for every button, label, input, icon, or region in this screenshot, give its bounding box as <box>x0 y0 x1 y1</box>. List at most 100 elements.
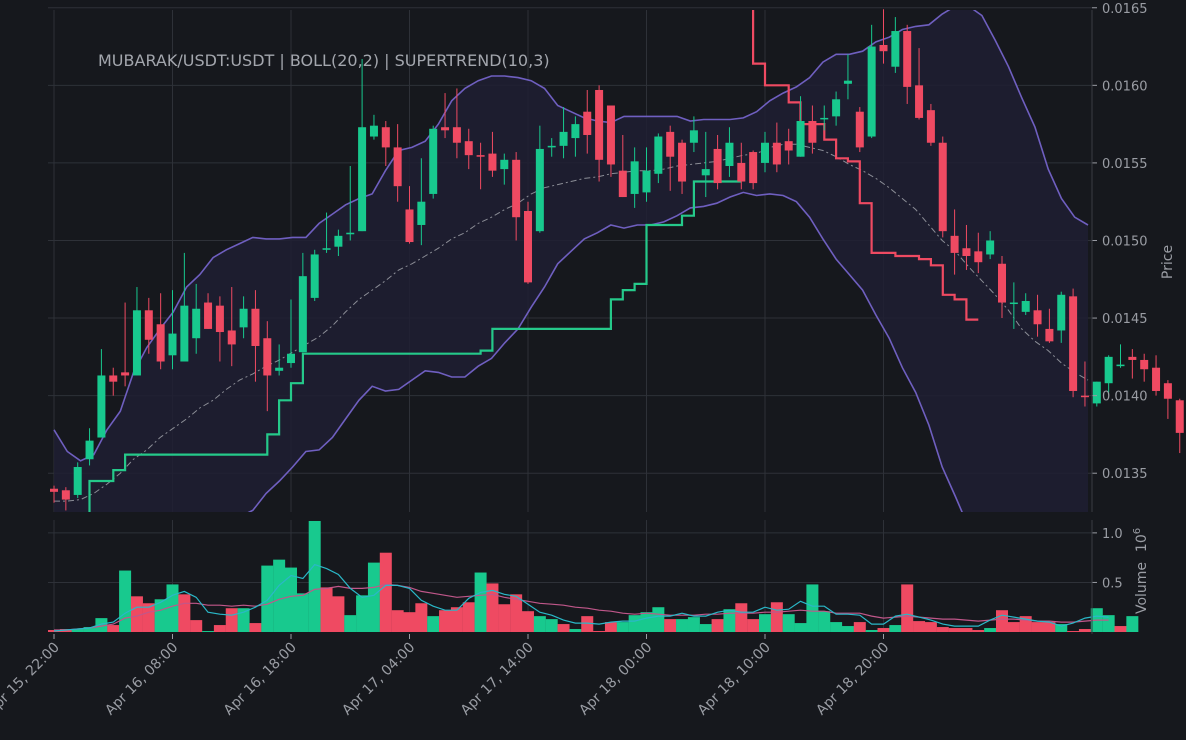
candle <box>1033 294 1042 337</box>
price-tick-label: 0.0160 <box>1102 79 1148 94</box>
price-tick-label: 0.0140 <box>1102 390 1148 405</box>
candle <box>263 321 272 412</box>
price-tick-label: 0.0155 <box>1102 157 1148 172</box>
candle <box>832 91 841 126</box>
candle <box>1104 355 1113 393</box>
candle-body <box>524 211 532 283</box>
bollinger-upper-line <box>53 10 1089 462</box>
candle <box>381 121 390 167</box>
candle <box>784 128 793 165</box>
candle <box>535 125 544 233</box>
price-tick-label: 0.0135 <box>1102 467 1148 482</box>
candle <box>61 487 70 511</box>
volume-bar <box>913 621 926 632</box>
volume-bar <box>830 622 843 632</box>
candle-body <box>429 128 438 194</box>
price-tick-label: 0.0150 <box>1102 234 1148 249</box>
candle <box>1092 381 1101 407</box>
candle <box>50 485 58 503</box>
candle <box>547 138 556 157</box>
candle <box>998 256 1006 319</box>
volume-bar <box>853 622 866 632</box>
volume-tick-label: 0.5 <box>1102 576 1123 591</box>
candle-body <box>832 99 841 117</box>
candle <box>559 107 568 159</box>
candle-body <box>227 330 236 345</box>
volume-bar <box>296 593 309 632</box>
candle <box>322 212 331 253</box>
volume-bar <box>308 520 321 632</box>
candle-body <box>488 153 497 171</box>
candle <box>1057 291 1066 343</box>
candle <box>144 297 153 354</box>
candle <box>215 296 224 362</box>
candle <box>1116 344 1125 368</box>
candle <box>476 142 485 190</box>
candle-body <box>417 201 426 225</box>
candle <box>132 287 141 376</box>
volume-bar <box>569 629 582 632</box>
candle-body <box>180 305 189 362</box>
candle <box>358 58 367 232</box>
volume-bar <box>1067 631 1080 632</box>
candle <box>986 231 995 260</box>
candle <box>512 152 521 241</box>
candle-body <box>618 170 627 198</box>
candle-body <box>725 142 734 167</box>
candle <box>796 96 805 157</box>
candle-body <box>346 232 355 235</box>
candle <box>962 224 971 270</box>
chart-title: MUBARAK/USDT:USDT | BOLL(20,2) | SUPERTR… <box>98 51 550 70</box>
candle <box>820 105 829 131</box>
candle <box>524 201 532 284</box>
volume-bar <box>522 611 534 632</box>
candle <box>417 158 426 246</box>
candle <box>334 229 343 256</box>
candle <box>251 290 260 382</box>
candle <box>1045 308 1054 343</box>
volume-bars <box>48 520 1139 632</box>
candle <box>393 124 402 202</box>
volume-bar <box>794 623 807 632</box>
candle-body <box>1080 395 1089 398</box>
candle-body <box>1092 381 1101 404</box>
candle <box>938 136 947 238</box>
volume-bar <box>1114 626 1127 632</box>
candle-body <box>192 308 201 339</box>
volume-axis-label: Volume <box>1134 562 1150 614</box>
candle <box>867 24 876 139</box>
candle-body <box>891 31 900 67</box>
candle-body <box>1021 300 1030 312</box>
candle <box>595 85 604 182</box>
candle-body <box>701 169 710 176</box>
volume-bar <box>142 603 155 632</box>
candle-body <box>1104 356 1113 384</box>
candle-body <box>1009 302 1018 305</box>
candle <box>73 462 82 499</box>
volume-bar <box>427 616 440 632</box>
volume-bar <box>1031 622 1044 632</box>
candle-body <box>938 142 947 232</box>
volume-bar <box>924 622 937 632</box>
volume-bar <box>83 627 96 632</box>
candle-body <box>855 111 864 148</box>
candle-body <box>606 105 615 165</box>
candle <box>808 105 817 154</box>
candle-body <box>287 353 295 364</box>
candle-body <box>405 209 414 243</box>
candle <box>239 296 248 339</box>
candle-body <box>737 162 746 182</box>
candle-body <box>310 254 319 298</box>
candle-body <box>689 130 698 143</box>
candle-body <box>275 367 284 371</box>
candle-body <box>298 276 307 353</box>
candle-body <box>50 488 58 492</box>
volume-bar <box>202 631 215 632</box>
candle-body <box>761 142 769 163</box>
candle <box>405 186 414 244</box>
candle-body <box>666 131 675 157</box>
candle-body <box>1140 359 1149 370</box>
volume-bar <box>616 622 629 632</box>
volume-bar <box>640 612 653 632</box>
candle-body <box>156 324 165 362</box>
